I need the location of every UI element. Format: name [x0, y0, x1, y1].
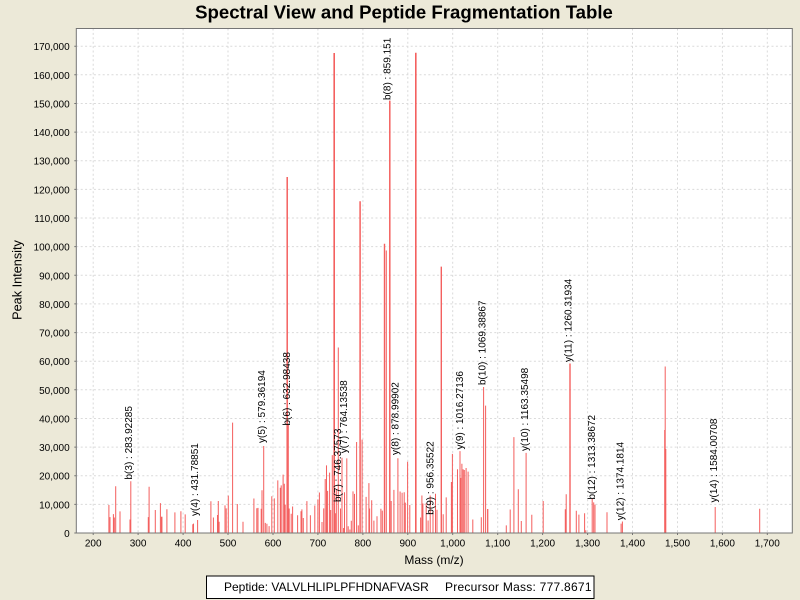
- svg-text:b(9) : 956.35522: b(9) : 956.35522: [425, 441, 436, 515]
- svg-text:y(14) : 1584.00708: y(14) : 1584.00708: [709, 418, 720, 502]
- svg-text:b(10) : 1069.38867: b(10) : 1069.38867: [477, 300, 488, 385]
- svg-text:b(8) : 859.151: b(8) : 859.151: [382, 37, 393, 100]
- svg-text:y(10) : 1163.35498: y(10) : 1163.35498: [520, 367, 531, 451]
- svg-text:Spectral View and Peptide Frag: Spectral View and Peptide Fragmentation …: [195, 2, 613, 23]
- svg-text:y(4) : 431.78851: y(4) : 431.78851: [190, 443, 201, 516]
- svg-text:100,000: 100,000: [34, 243, 71, 254]
- svg-text:1,700: 1,700: [755, 539, 780, 550]
- svg-text:1,600: 1,600: [710, 539, 735, 550]
- svg-text:900: 900: [399, 539, 416, 550]
- svg-text:1,100: 1,100: [485, 539, 510, 550]
- svg-text:0: 0: [64, 529, 70, 540]
- svg-text:300: 300: [130, 539, 147, 550]
- svg-text:1,300: 1,300: [575, 539, 600, 550]
- svg-text:60,000: 60,000: [39, 357, 70, 368]
- svg-text:y(11) : 1260.31934: y(11) : 1260.31934: [564, 278, 575, 362]
- svg-text:Peak Intensity: Peak Intensity: [11, 240, 25, 320]
- svg-text:y(12) : 1374.1814: y(12) : 1374.1814: [616, 441, 627, 520]
- svg-text:Peptide: VALVLHLIPLPFHDNAFVASR: Peptide: VALVLHLIPLPFHDNAFVASR: [224, 580, 429, 594]
- svg-text:800: 800: [355, 539, 372, 550]
- svg-text:40,000: 40,000: [39, 415, 70, 426]
- svg-text:170,000: 170,000: [34, 42, 71, 53]
- svg-text:y(7) : 764.13538: y(7) : 764.13538: [339, 380, 350, 453]
- svg-text:140,000: 140,000: [34, 128, 71, 139]
- svg-text:y(5) : 579.36194: y(5) : 579.36194: [257, 370, 268, 443]
- svg-text:10,000: 10,000: [39, 500, 70, 511]
- svg-text:1,500: 1,500: [665, 539, 690, 550]
- svg-text:b(7) : 746.37573: b(7) : 746.37573: [333, 428, 344, 502]
- svg-text:Precursor Mass: 777.8671: Precursor Mass: 777.8671: [445, 580, 592, 594]
- svg-text:1,400: 1,400: [620, 539, 645, 550]
- svg-text:400: 400: [175, 539, 192, 550]
- svg-text:b(6) : 632.98438: b(6) : 632.98438: [282, 352, 293, 426]
- svg-text:700: 700: [310, 539, 327, 550]
- svg-text:b(3) : 283.92285: b(3) : 283.92285: [124, 406, 135, 480]
- svg-text:20,000: 20,000: [39, 472, 70, 483]
- svg-text:500: 500: [220, 539, 237, 550]
- svg-text:Mass (m/z): Mass (m/z): [404, 553, 463, 567]
- svg-text:1,200: 1,200: [530, 539, 555, 550]
- svg-text:130,000: 130,000: [34, 157, 71, 168]
- svg-text:b(12) : 1313.38672: b(12) : 1313.38672: [587, 415, 598, 500]
- svg-text:y(8) : 878.99902: y(8) : 878.99902: [390, 382, 401, 455]
- svg-text:70,000: 70,000: [39, 329, 70, 340]
- svg-text:200: 200: [85, 539, 102, 550]
- svg-text:90,000: 90,000: [39, 271, 70, 282]
- svg-text:50,000: 50,000: [39, 386, 70, 397]
- svg-text:600: 600: [265, 539, 282, 550]
- svg-text:30,000: 30,000: [39, 443, 70, 454]
- svg-text:160,000: 160,000: [34, 71, 71, 82]
- svg-text:120,000: 120,000: [34, 185, 71, 196]
- svg-text:80,000: 80,000: [39, 300, 70, 311]
- svg-text:110,000: 110,000: [34, 214, 70, 225]
- svg-text:1,000: 1,000: [440, 539, 465, 550]
- svg-text:150,000: 150,000: [34, 100, 71, 111]
- svg-text:y(9) : 1016.27136: y(9) : 1016.27136: [455, 371, 466, 450]
